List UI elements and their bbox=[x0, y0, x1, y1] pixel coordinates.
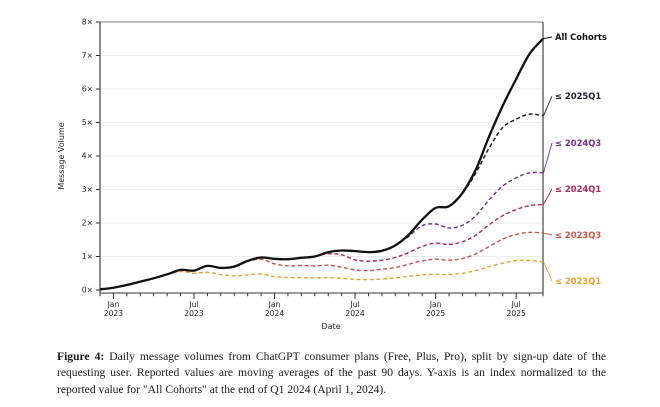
svg-text:≤ 2023Q3: ≤ 2023Q3 bbox=[555, 230, 601, 240]
figure-caption-text: Daily message volumes from ChatGPT consu… bbox=[57, 350, 607, 396]
svg-text:2023: 2023 bbox=[104, 309, 123, 318]
svg-text:≤ 2024Q1: ≤ 2024Q1 bbox=[555, 184, 601, 194]
svg-text:2×: 2× bbox=[82, 219, 93, 228]
svg-text:≤ 2025Q1: ≤ 2025Q1 bbox=[555, 91, 601, 101]
svg-text:2025: 2025 bbox=[426, 309, 445, 318]
svg-text:3×: 3× bbox=[82, 185, 93, 194]
svg-text:6×: 6× bbox=[82, 85, 93, 94]
svg-text:≤ 2023Q1: ≤ 2023Q1 bbox=[555, 276, 601, 286]
svg-text:≤ 2024Q3: ≤ 2024Q3 bbox=[555, 138, 601, 148]
svg-text:Message Volume: Message Volume bbox=[57, 122, 66, 189]
chart: 0× 1× 2× 3× 4× 5× 6× 7× 8× Jan 2023 Jul 2023 Jan 2024 J… bbox=[57, 18, 607, 331]
svg-text:1×: 1× bbox=[82, 252, 93, 261]
svg-text:Jan: Jan bbox=[107, 300, 120, 309]
svg-text:2024: 2024 bbox=[345, 309, 364, 318]
svg-text:Jul: Jul bbox=[349, 300, 359, 309]
svg-text:Jul: Jul bbox=[511, 300, 521, 309]
figure-caption-label: Figure 4: bbox=[57, 350, 105, 363]
svg-text:Date: Date bbox=[322, 322, 341, 331]
svg-text:2023: 2023 bbox=[184, 309, 203, 318]
svg-text:8×: 8× bbox=[82, 18, 93, 27]
svg-text:5×: 5× bbox=[82, 118, 93, 127]
svg-text:2025: 2025 bbox=[506, 309, 525, 318]
svg-text:2024: 2024 bbox=[265, 309, 284, 318]
svg-text:4×: 4× bbox=[82, 152, 93, 161]
svg-text:All Cohorts: All Cohorts bbox=[555, 32, 607, 42]
svg-text:0×: 0× bbox=[82, 286, 93, 295]
svg-text:Jan: Jan bbox=[268, 300, 281, 309]
figure-caption: Figure 4: Daily message volumes from Cha… bbox=[57, 349, 606, 398]
svg-text:Jan: Jan bbox=[429, 300, 442, 309]
svg-text:7×: 7× bbox=[82, 51, 93, 60]
message-volume-chart: 0×1×2×3×4×5×6×7×8×Jan2023Jul2023Jan2024J… bbox=[57, 18, 607, 331]
svg-text:Jul: Jul bbox=[188, 300, 198, 309]
